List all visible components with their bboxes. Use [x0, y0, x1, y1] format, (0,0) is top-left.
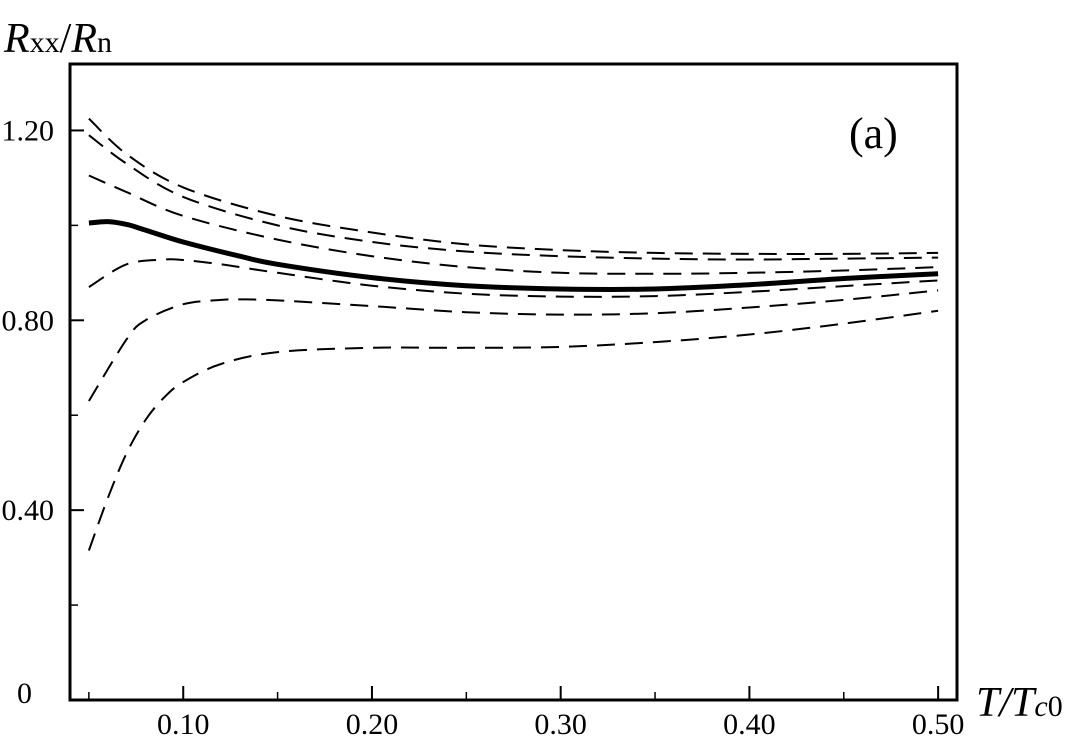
- y-tick-label: 0: [17, 677, 32, 710]
- x-tick-label: 0.20: [346, 708, 399, 741]
- y-axis-title: Rxx/Rn: [3, 16, 112, 62]
- series-line-6: [88, 289, 939, 402]
- axis-ticks: [70, 129, 940, 701]
- series-line-7: [87, 309, 939, 551]
- series-line-2: [88, 134, 939, 261]
- x-axis-title: T/Tc0: [976, 680, 1063, 726]
- plot-border: [68, 62, 959, 702]
- y-axis-title-sub1: xx: [30, 26, 60, 59]
- series-line-1: [88, 117, 939, 255]
- series-group: [87, 117, 939, 551]
- x-axis-title-sub-italic: c: [1034, 690, 1047, 723]
- x-tick-label: 0.10: [157, 708, 210, 741]
- x-axis-title-sub: 0: [1048, 690, 1063, 723]
- tick-labels: 0.10 0.20 0.30 0.40 0.50 0 0.40 0.80 1.20: [2, 114, 965, 741]
- series-line-3: [88, 174, 939, 275]
- y-axis-title-sub2: n: [97, 26, 112, 59]
- series-line-4: [88, 219, 939, 292]
- series-line-5: [88, 258, 939, 298]
- y-axis-title-r1: R: [3, 16, 30, 62]
- y-axis-title-r2: R: [70, 16, 97, 62]
- x-tick-label: 0.30: [534, 708, 587, 741]
- plot-frame: [68, 62, 959, 702]
- y-axis-title-slash: /: [60, 16, 72, 62]
- y-tick-label: 0.40: [2, 494, 55, 527]
- y-tick-label: 1.20: [2, 114, 55, 147]
- x-tick-label: 0.40: [723, 708, 776, 741]
- panel-label: (a): [849, 109, 898, 158]
- x-axis-title-main: T/T: [976, 680, 1037, 726]
- x-tick-label: 0.50: [912, 708, 965, 741]
- y-tick-label: 0.80: [2, 304, 55, 337]
